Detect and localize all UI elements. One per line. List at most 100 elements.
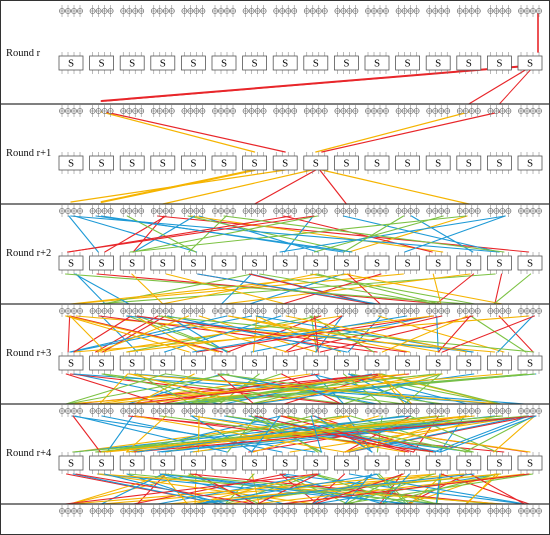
sbox bbox=[211, 255, 237, 271]
sbox-label: S bbox=[435, 158, 441, 170]
sbox bbox=[517, 455, 543, 471]
sbox-label: S bbox=[160, 458, 166, 470]
trail-line bbox=[283, 215, 433, 253]
sbox-label: S bbox=[435, 258, 441, 270]
sbox-label: S bbox=[252, 158, 258, 170]
sbox bbox=[150, 55, 176, 71]
sbox-label: S bbox=[466, 58, 472, 70]
sbox bbox=[180, 355, 206, 371]
trail-line bbox=[381, 373, 502, 405]
sbox bbox=[425, 255, 451, 271]
trail-line bbox=[343, 273, 503, 305]
sbox bbox=[303, 355, 329, 371]
sbox bbox=[58, 155, 84, 171]
trail-line bbox=[410, 473, 444, 505]
sbox bbox=[425, 155, 451, 171]
sbox bbox=[517, 55, 543, 71]
trail-line bbox=[493, 273, 532, 305]
sbox-label: S bbox=[190, 458, 196, 470]
sbox bbox=[517, 255, 543, 271]
sbox-label: S bbox=[496, 158, 502, 170]
sbox-label: S bbox=[435, 58, 441, 70]
sbox-label: S bbox=[343, 458, 349, 470]
sbox bbox=[395, 255, 421, 271]
trail-line bbox=[217, 373, 255, 405]
sbox-label: S bbox=[99, 358, 105, 370]
trail-line bbox=[65, 315, 190, 353]
trail-line bbox=[159, 473, 406, 505]
trail-line bbox=[286, 315, 443, 353]
sbox-label: S bbox=[496, 458, 502, 470]
trail-line bbox=[259, 273, 438, 305]
sbox bbox=[89, 455, 114, 471]
sbox bbox=[180, 455, 206, 471]
sbox-label: S bbox=[129, 458, 135, 470]
trail-line bbox=[439, 415, 537, 453]
sbox bbox=[364, 55, 390, 71]
sbox-label: S bbox=[68, 158, 74, 170]
trail-line bbox=[157, 315, 535, 353]
sbox bbox=[180, 255, 206, 271]
trail-line bbox=[75, 273, 106, 305]
sbox bbox=[150, 255, 176, 271]
trail-line bbox=[464, 415, 535, 453]
round-label-r1: Round r+1 bbox=[6, 148, 51, 159]
trail-line bbox=[66, 315, 220, 353]
trail-line bbox=[470, 315, 527, 353]
sbox-label: S bbox=[190, 158, 196, 170]
trail-line bbox=[167, 315, 228, 353]
sbox-label: S bbox=[466, 358, 472, 370]
sbox bbox=[395, 355, 421, 371]
sbox bbox=[395, 55, 421, 71]
sbox bbox=[303, 255, 329, 271]
sbox-label: S bbox=[190, 258, 196, 270]
sbox bbox=[119, 255, 145, 271]
sbox bbox=[272, 55, 298, 71]
trail-line bbox=[190, 215, 444, 253]
trail-line bbox=[287, 415, 468, 453]
xor-row bbox=[59, 505, 542, 517]
trail-line bbox=[285, 315, 468, 353]
sbox bbox=[333, 155, 359, 171]
trail-line bbox=[313, 215, 444, 253]
trail-line bbox=[347, 373, 468, 405]
sbox bbox=[333, 255, 359, 271]
xor-row bbox=[59, 105, 542, 117]
sbox bbox=[211, 155, 237, 171]
trail-line bbox=[127, 373, 502, 405]
trail-line bbox=[403, 373, 442, 405]
sbox-label: S bbox=[68, 258, 74, 270]
round-label-r3: Round r+3 bbox=[6, 348, 51, 359]
trail-line bbox=[378, 473, 410, 505]
sbox bbox=[150, 155, 176, 171]
sbox bbox=[486, 55, 512, 71]
trail-line bbox=[132, 215, 165, 253]
sbox-label: S bbox=[99, 458, 105, 470]
xor-row bbox=[59, 305, 542, 317]
sbox bbox=[333, 455, 359, 471]
trail-line bbox=[468, 65, 533, 105]
sbox bbox=[425, 455, 451, 471]
sbox-label: S bbox=[527, 258, 533, 270]
sbox bbox=[150, 355, 176, 371]
sbox-label: S bbox=[496, 58, 502, 70]
trail-line bbox=[101, 373, 252, 405]
trail-line bbox=[379, 473, 499, 505]
sbox-label: S bbox=[374, 458, 380, 470]
sbox bbox=[272, 155, 298, 171]
sbox-label: S bbox=[282, 458, 288, 470]
trail-line bbox=[310, 373, 437, 405]
trail-line bbox=[343, 415, 469, 453]
sbox bbox=[58, 55, 84, 71]
trail-line bbox=[310, 415, 322, 453]
trail-line bbox=[435, 273, 475, 305]
sbox bbox=[242, 255, 268, 271]
trail-line bbox=[342, 215, 500, 253]
sbox-label: S bbox=[282, 58, 288, 70]
trail-line bbox=[64, 473, 318, 505]
sbox bbox=[364, 155, 390, 171]
trail-line bbox=[72, 473, 222, 505]
trail-line bbox=[280, 473, 530, 505]
